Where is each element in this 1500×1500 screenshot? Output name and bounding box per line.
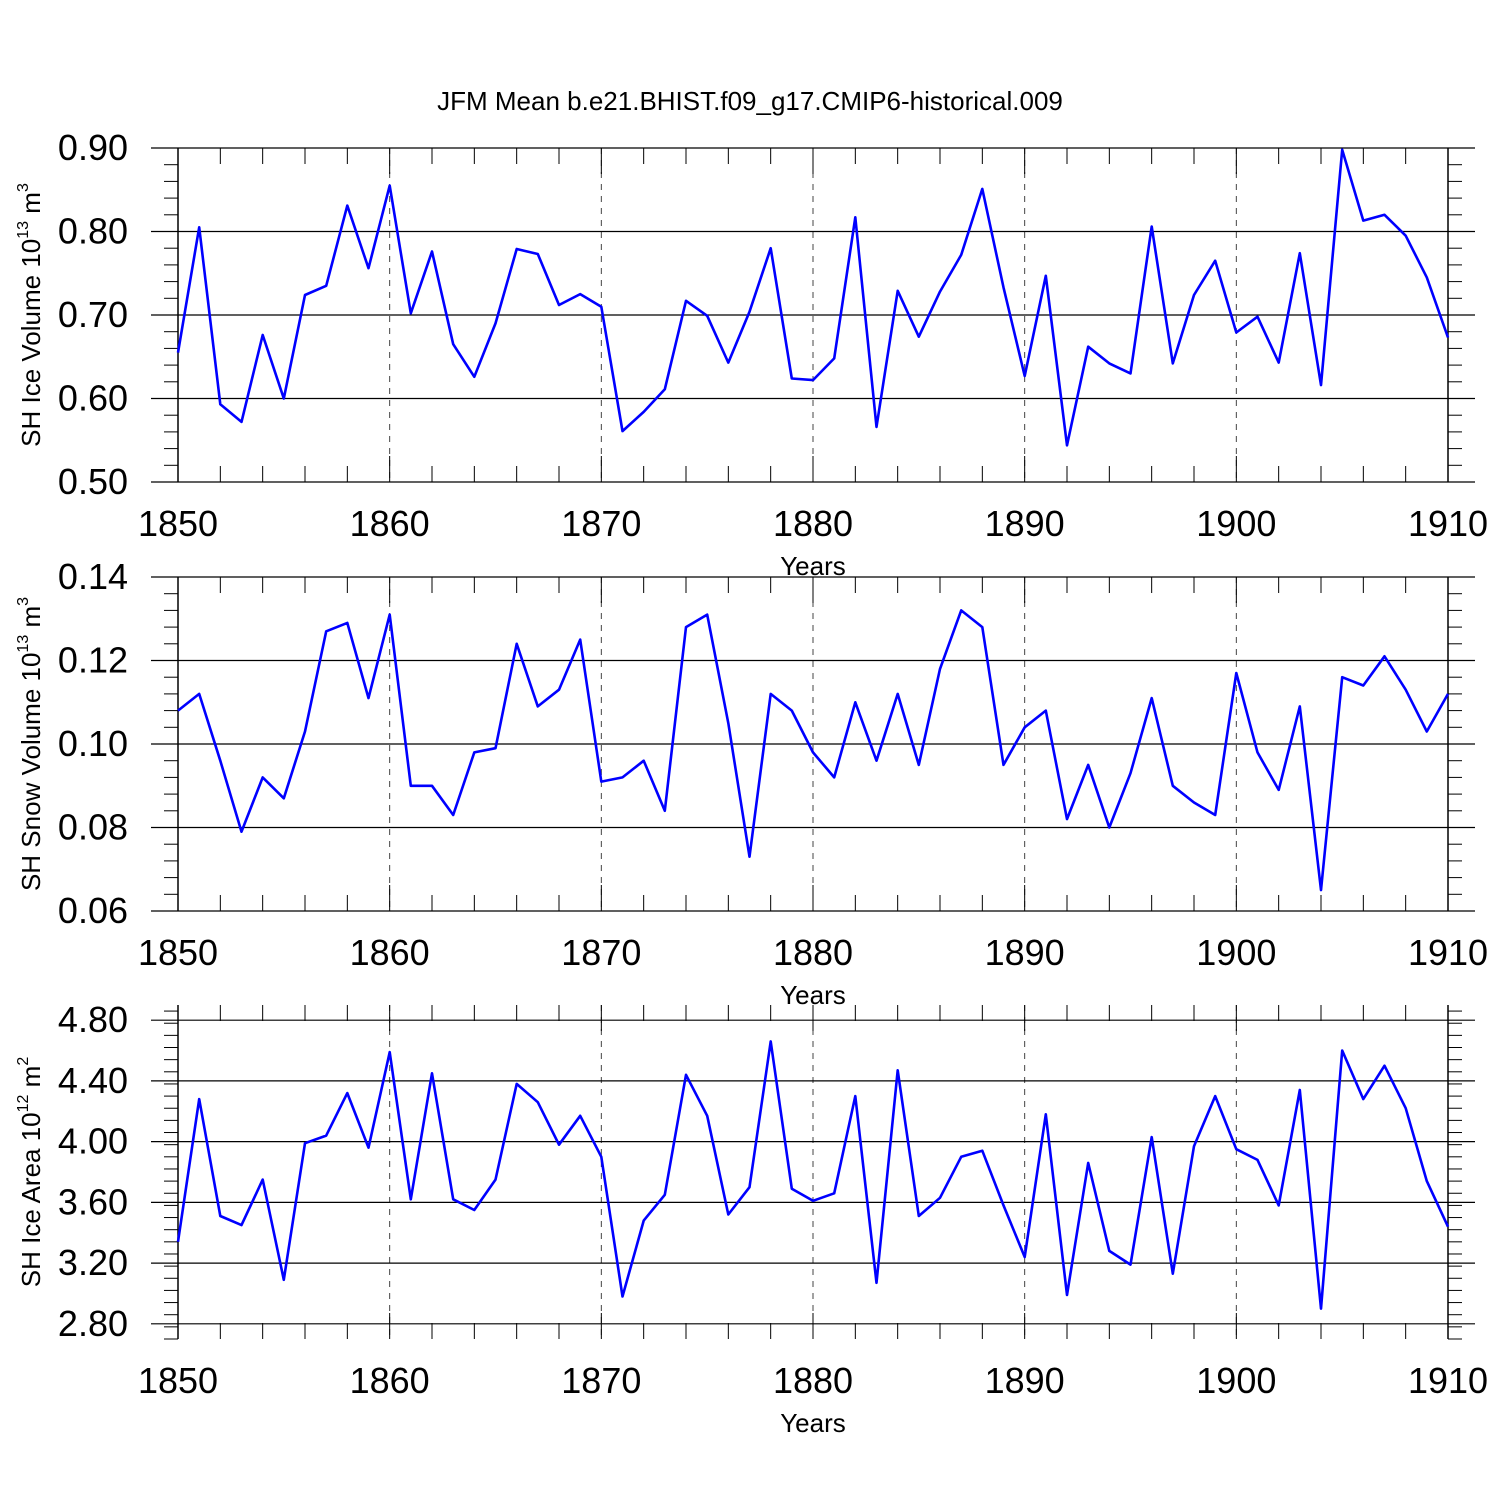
x-tick-label: 1890: [985, 932, 1065, 973]
y-tick-label: 0.06: [58, 890, 128, 931]
y-tick-label: 4.00: [58, 1121, 128, 1162]
y-tick-label: 2.80: [58, 1303, 128, 1344]
figure-title: JFM Mean b.e21.BHIST.f09_g17.CMIP6-histo…: [437, 86, 1063, 116]
x-tick-label: 1850: [138, 503, 218, 544]
x-tick-label: 1860: [350, 1360, 430, 1401]
x-tick-label: 1880: [773, 1360, 853, 1401]
series-line: [176, 148, 1450, 447]
chart-panel-3: 2.80 3.20 3.60 4.00 4.40 4.80 1850 1860 1870 1880…: [15, 999, 1488, 1438]
panels: 0.50 0.60 0.70 0.80 0.90 1850 1860 1870 1880 1890…: [15, 127, 1488, 1438]
y-axis-title-unit-exponent: 3: [15, 597, 32, 606]
x-tick-label: 1900: [1196, 503, 1276, 544]
series-line: [176, 1040, 1450, 1310]
y-axis-title-unit-exponent: 2: [15, 1057, 32, 1066]
y-tick-label: 3.20: [58, 1242, 128, 1283]
y-tick-label: 0.12: [58, 640, 128, 681]
x-tick-label: 1900: [1196, 1360, 1276, 1401]
y-axis-title-unit: m: [16, 1066, 46, 1095]
y-tick-label: 4.80: [58, 999, 128, 1040]
y-axis-title-unit-exponent: 3: [15, 183, 32, 192]
chart-panel-1: 0.50 0.60 0.70 0.80 0.90 1850 1860 1870 1880 1890…: [15, 127, 1488, 581]
x-tick-label: 1910: [1408, 1360, 1488, 1401]
y-tick-label: 3.60: [58, 1181, 128, 1222]
y-tick-label: 0.80: [58, 211, 128, 252]
x-tick-label: 1850: [138, 932, 218, 973]
x-axis-title: Years: [780, 1408, 846, 1438]
y-tick-label: 0.08: [58, 807, 128, 848]
y-axis-title-unit: m: [16, 606, 46, 635]
x-tick-label: 1910: [1408, 503, 1488, 544]
y-axis-title-text: SH Ice Area 10: [16, 1112, 46, 1287]
x-tick-label: 1870: [561, 1360, 641, 1401]
y-tick-label: 0.10: [58, 723, 128, 764]
y-tick-label: 0.14: [58, 556, 128, 597]
x-tick-label: 1880: [773, 503, 853, 544]
chart-panel-2: 0.06 0.08 0.10 0.12 0.14 1850 1860 1870 1880 1890…: [15, 556, 1488, 1010]
y-axis-title-text: SH Snow Volume 10: [16, 653, 46, 891]
y-axis-title-exponent: 12: [15, 1094, 32, 1112]
x-tick-label: 1850: [138, 1360, 218, 1401]
y-tick-label: 0.70: [58, 294, 128, 335]
x-tick-label: 1900: [1196, 932, 1276, 973]
x-tick-label: 1890: [985, 503, 1065, 544]
y-axis-title: SH Snow Volume 1013 m3: [15, 597, 46, 891]
y-axis-title: SH Ice Volume 1013 m3: [15, 183, 46, 447]
x-tick-label: 1870: [561, 932, 641, 973]
x-axis-title: Years: [780, 551, 846, 581]
y-axis-title: SH Ice Area 1012 m2: [15, 1057, 46, 1288]
y-axis-title-text: SH Ice Volume 10: [16, 239, 46, 447]
x-tick-label: 1890: [985, 1360, 1065, 1401]
x-tick-label: 1860: [350, 503, 430, 544]
y-tick-label: 0.90: [58, 127, 128, 168]
y-tick-label: 4.40: [58, 1060, 128, 1101]
x-tick-label: 1910: [1408, 932, 1488, 973]
x-tick-label: 1860: [350, 932, 430, 973]
series-line: [177, 609, 1450, 892]
x-tick-label: 1870: [561, 503, 641, 544]
y-axis-title-exponent: 13: [15, 635, 32, 653]
y-axis-title-exponent: 13: [15, 221, 32, 239]
x-tick-label: 1880: [773, 932, 853, 973]
y-tick-label: 0.60: [58, 378, 128, 419]
y-axis-title-unit: m: [16, 192, 46, 221]
y-tick-label: 0.50: [58, 461, 128, 502]
